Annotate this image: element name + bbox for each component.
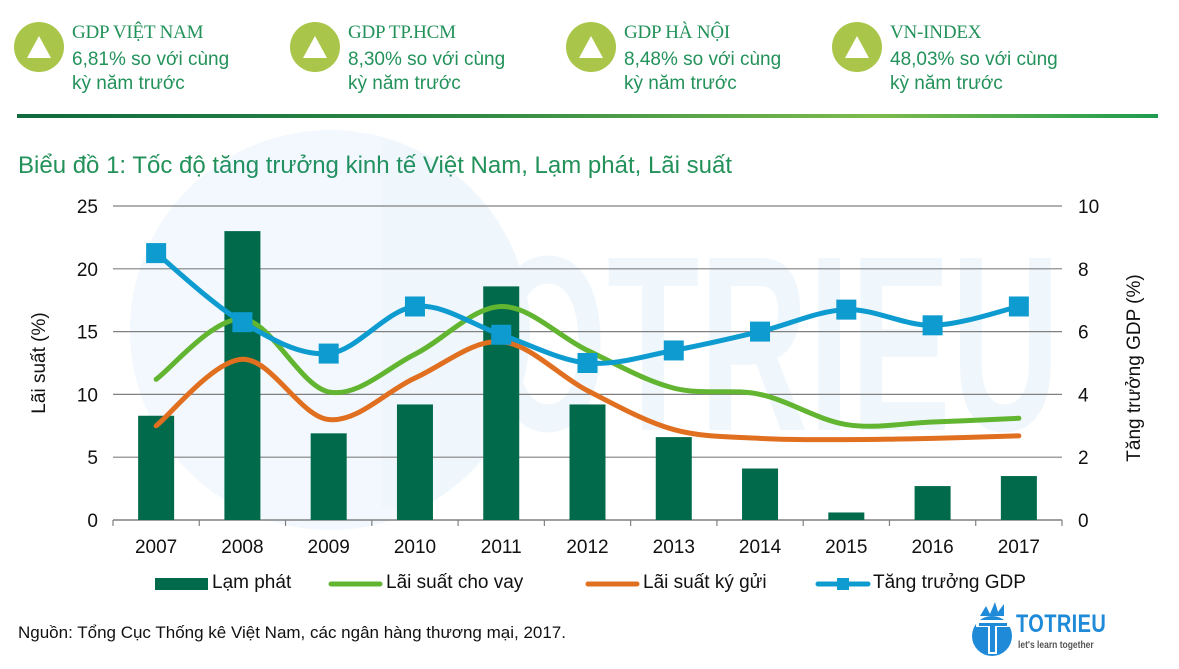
y2-tick-label: 8 (1078, 260, 1089, 281)
square-marker (232, 312, 253, 333)
y-tick-label: 20 (77, 260, 98, 281)
source-note: Nguồn: Tổng Cục Thống kê Việt Nam, các n… (18, 623, 566, 642)
x-tick-label: 2015 (825, 537, 867, 558)
square-marker (750, 321, 771, 342)
bar (1000, 476, 1037, 520)
kpi-title: GDP HÀ NỘI (624, 22, 731, 43)
x-tick-label: 2017 (998, 537, 1040, 558)
square-marker (318, 343, 339, 364)
logo-tagline: let's learn together (1018, 640, 1094, 651)
y-tick-label: 5 (87, 448, 98, 469)
x-tick-label: 2010 (394, 537, 436, 558)
y-tick-label: 25 (77, 197, 98, 218)
x-tick-label: 2014 (739, 537, 782, 558)
bar (138, 415, 175, 520)
y-axis-title: Lãi suất (%) (29, 312, 50, 413)
square-marker (1008, 296, 1029, 317)
x-tick-label: 2012 (566, 537, 608, 558)
line-series-gdp-growth (146, 243, 1029, 373)
kpi-desc: 8,48% so với cùng kỳ năm trước (624, 49, 782, 94)
bar (396, 404, 433, 520)
header-divider (17, 114, 1158, 118)
triangle-up-icon (14, 22, 64, 72)
y2-tick-label: 6 (1078, 323, 1089, 344)
logo-mark-icon (972, 602, 1012, 656)
logo-text: TOTRIEU (1016, 610, 1107, 638)
y2-tick-label: 4 (1078, 385, 1089, 406)
gridlines: 0 5 10 15 20 25 0 2 4 6 8 10 2007 2008 2009 2010 2011 201… (77, 197, 1099, 558)
bar (655, 437, 692, 520)
bar (569, 404, 606, 520)
x-tick-label: 2008 (221, 537, 263, 558)
x-tick-label: 2016 (911, 537, 953, 558)
kpi-desc: 48,03% so với cùng kỳ năm trước (890, 49, 1058, 94)
square-marker (922, 315, 943, 336)
kpi-desc: 8,30% so với cùng kỳ năm trước (348, 49, 506, 94)
bar (310, 433, 347, 520)
line-series-lending-rate (153, 303, 1022, 429)
triangle-up-icon (566, 22, 616, 72)
x-tick-label: 2007 (135, 537, 177, 558)
kpi-row: GDP VIỆT NAM 6,81% so với cùng kỳ năm trư… (0, 0, 1179, 110)
square-marker (663, 340, 684, 361)
square-marker (404, 296, 425, 317)
y2-axis-title: Tăng trưởng GDP (%) (1124, 274, 1145, 461)
line-series-deposit-rate (153, 339, 1022, 443)
triangle-up-icon (290, 22, 340, 72)
square-marker (577, 353, 598, 373)
y-tick-label: 10 (77, 385, 98, 406)
bar-swatch-icon (155, 578, 208, 590)
y2-tick-label: 10 (1078, 197, 1099, 218)
kpi-title: VN-INDEX (890, 22, 982, 43)
triangle-up-icon (832, 22, 882, 72)
y-tick-label: 15 (77, 323, 98, 344)
kpi-title: GDP VIỆT NAM (72, 22, 204, 43)
bar (914, 486, 951, 520)
line-swatch-icon (328, 581, 383, 587)
y2-tick-label: 2 (1078, 448, 1089, 469)
bar-series-inflation (138, 231, 1037, 520)
x-tick-label: 2011 (481, 537, 522, 558)
bar (224, 231, 261, 520)
bar (828, 512, 865, 520)
x-tick-label: 2013 (653, 537, 695, 558)
bar (483, 286, 520, 520)
y-tick-label: 0 (87, 511, 98, 532)
square-marker (491, 324, 512, 345)
square-marker (836, 299, 857, 320)
y2-tick-label: 0 (1078, 511, 1089, 532)
x-tick-label: 2009 (308, 537, 350, 558)
kpi-title: GDP TP.HCM (348, 22, 456, 43)
chart-legend: Lạm phát Lãi suất cho vay Lãi suất ký gử… (0, 572, 1179, 596)
line-swatch-icon (585, 581, 640, 587)
square-marker (146, 243, 167, 264)
line-marker-swatch-icon (815, 578, 871, 590)
bar (742, 468, 779, 520)
totrieu-logo: TOTRIEU let's learn together (970, 598, 1140, 666)
chart-title: Biểu đồ 1: Tốc độ tăng trưởng kinh tế Vi… (18, 152, 732, 179)
kpi-desc: 6,81% so với cùng kỳ năm trước (72, 49, 230, 94)
